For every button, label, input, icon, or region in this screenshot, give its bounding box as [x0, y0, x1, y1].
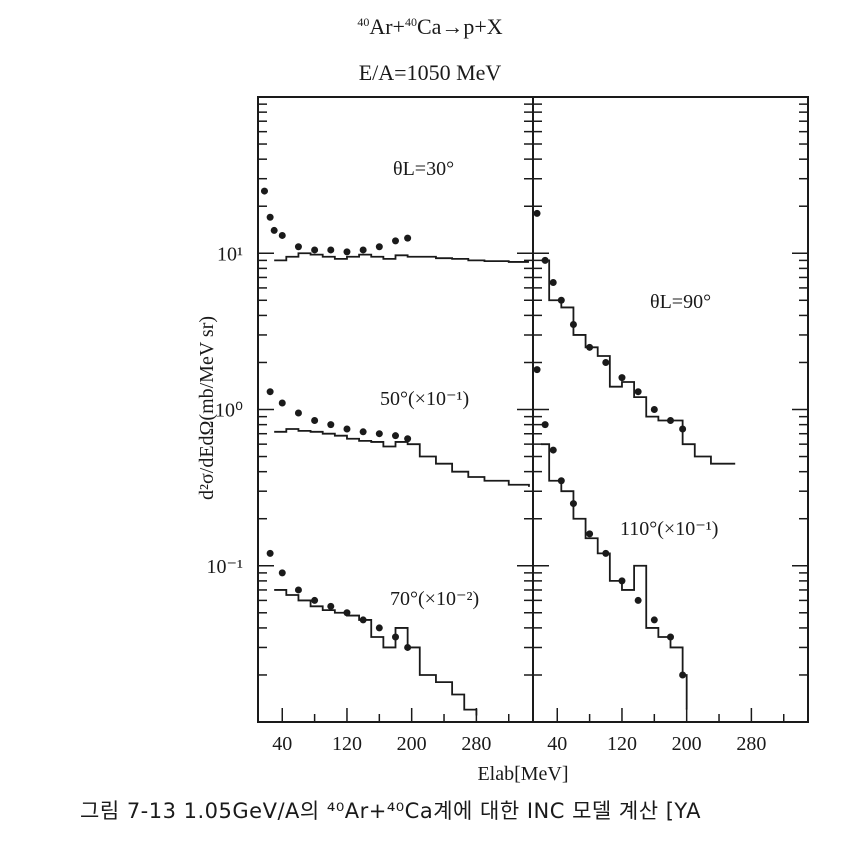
axis-ticks [258, 103, 808, 723]
data-point [343, 248, 351, 256]
data-point [278, 399, 286, 407]
data-point [634, 596, 642, 604]
histogram-line [541, 443, 688, 710]
data-point [343, 609, 351, 617]
tick-labels: 10¹ 10⁰ 10⁻¹ 40 120 200 280 40 120 200 280 Elab[MeV… [206, 243, 766, 785]
curve-annotation: 110°(×10⁻¹) [620, 518, 718, 540]
y-tick-label: 10⁰ [215, 400, 243, 422]
data-point [392, 633, 399, 641]
data-point [294, 586, 302, 594]
data-point [311, 246, 319, 254]
data-point [327, 246, 335, 254]
figure-caption: 그림 7-13 1.05GeV/A의 ⁴⁰Ar+⁴⁰Ca계에 대한 INC 모델… [80, 799, 701, 823]
data-point [359, 616, 367, 624]
chart-marks [260, 187, 736, 716]
data-point [650, 406, 658, 413]
data-point [327, 602, 335, 610]
data-point [404, 234, 412, 242]
data-point [618, 374, 626, 382]
data-point [266, 213, 274, 221]
y-tick-label: 10⁻¹ [206, 556, 243, 578]
data-point [549, 446, 557, 454]
data-point [375, 243, 383, 251]
histogram-line [274, 428, 530, 487]
data-point [327, 421, 335, 429]
x-tick-label: 200 [397, 733, 427, 755]
x-axis-label: Elab[MeV] [477, 763, 568, 785]
data-point [679, 671, 687, 679]
curve-annotation: θL=30° [393, 158, 454, 180]
data-point [586, 530, 594, 538]
data-point [533, 366, 541, 374]
data-point [679, 425, 687, 433]
chart-title-energy: E/A=1050 MeV [358, 60, 502, 85]
data-point [667, 633, 674, 641]
x-tick-label: 120 [332, 733, 362, 755]
curve-annotations: θL=30° 50°(×10⁻¹) 70°(×10⁻²) θL=90° 110°(×10… [380, 158, 718, 610]
data-point [602, 549, 610, 557]
data-point [260, 187, 268, 195]
data-point [278, 569, 286, 577]
data-point [266, 388, 274, 396]
data-point [569, 320, 577, 328]
x-tick-label: 200 [672, 733, 702, 755]
histogram-line [274, 252, 529, 263]
data-point [311, 417, 319, 425]
data-point [270, 226, 278, 234]
curve-annotation: 50°(×10⁻¹) [380, 388, 469, 410]
x-tick-label: 280 [461, 733, 491, 755]
data-point [392, 432, 399, 440]
x-tick-label: 40 [272, 733, 292, 755]
data-point [541, 256, 549, 264]
data-point [375, 624, 383, 632]
curve-annotation: θL=90° [650, 291, 711, 313]
x-tick-label: 40 [547, 733, 567, 755]
data-point [650, 616, 658, 624]
data-point [359, 428, 367, 436]
data-point [404, 643, 412, 651]
data-point [392, 237, 399, 245]
x-tick-label: 120 [607, 733, 637, 755]
data-point [404, 435, 412, 443]
data-point [557, 296, 565, 304]
data-point [343, 425, 351, 433]
data-point [294, 243, 302, 251]
data-point [586, 343, 594, 351]
data-point [618, 577, 626, 585]
y-tick-label: 10¹ [217, 243, 243, 265]
data-point [541, 421, 549, 429]
data-point [533, 209, 541, 217]
data-point [359, 246, 367, 254]
data-point [634, 388, 642, 396]
histogram-line [541, 259, 736, 465]
data-point [375, 430, 383, 438]
x-tick-label: 280 [736, 733, 766, 755]
data-point [294, 409, 302, 417]
data-point [569, 500, 577, 508]
data-point [667, 417, 674, 425]
chart-title-reaction: 40Ar+40Ca→p+X [357, 14, 503, 39]
data-point [266, 549, 274, 557]
histogram-line [274, 589, 478, 716]
data-point [311, 596, 319, 604]
data-point [278, 231, 286, 239]
data-point [549, 278, 557, 286]
curve-annotation: 70°(×10⁻²) [390, 588, 479, 610]
data-point [602, 358, 610, 366]
data-point [557, 477, 565, 485]
